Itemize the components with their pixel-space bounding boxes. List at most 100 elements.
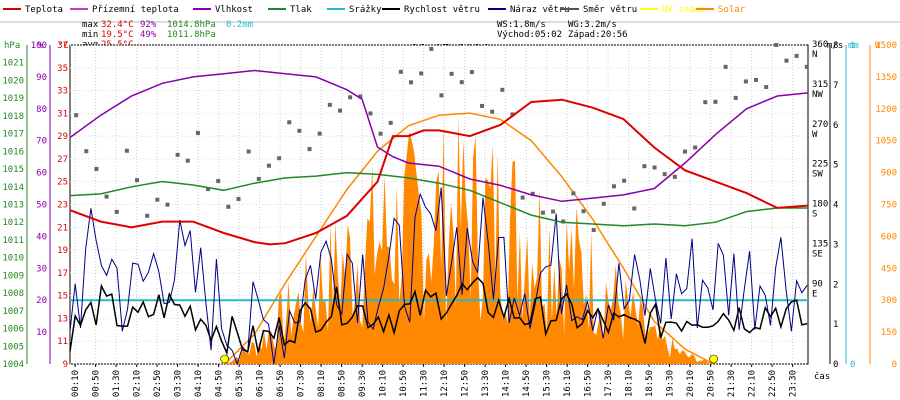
x-tick-label-6: 04:10 bbox=[194, 370, 204, 397]
wind-dir-deg-5: 315 bbox=[812, 80, 828, 90]
wind-dir-dot-72 bbox=[804, 64, 809, 69]
wind-dir-dot-36 bbox=[439, 93, 444, 98]
x-tick-label-27: 18:10 bbox=[625, 370, 635, 397]
wind-dir-dot-65 bbox=[733, 95, 738, 100]
pressure-tick-0: 1004 bbox=[2, 360, 24, 370]
wind-dir-dot-40 bbox=[480, 103, 485, 108]
wind-dir-dot-15 bbox=[226, 204, 231, 209]
wind-tick-4: 4 bbox=[833, 201, 838, 211]
x-tick-label-14: 09:30 bbox=[358, 370, 368, 397]
wind-tick-0: 0 bbox=[833, 360, 838, 370]
legend-label-3: Tlak bbox=[290, 5, 312, 15]
wind-dir-dot-70 bbox=[784, 58, 789, 63]
pressure-tick-5: 1009 bbox=[2, 271, 24, 281]
pressure-tick-13: 1017 bbox=[2, 130, 24, 140]
wind-dir-dot-52 bbox=[601, 201, 606, 206]
solar-tick-3: 450 bbox=[881, 264, 897, 274]
legend-label-2: Vlhkost bbox=[215, 5, 253, 15]
pressure-tick-4: 1008 bbox=[2, 289, 24, 299]
x-axis-label: čas bbox=[814, 371, 830, 382]
x-tick-label-8: 05:30 bbox=[235, 370, 245, 397]
axis-title-temperature: °C bbox=[58, 41, 69, 51]
x-tick-label-20: 13:30 bbox=[481, 370, 491, 397]
stat-min-press: 1011.8hPa bbox=[167, 30, 216, 40]
legend-label-7: Směr větru bbox=[583, 5, 637, 15]
wind-dir-dot-11 bbox=[185, 158, 190, 163]
x-tick-label-9: 06:10 bbox=[256, 370, 266, 397]
temperature-tick-11: 31 bbox=[57, 109, 68, 119]
wind-tick-1: 1 bbox=[833, 320, 838, 330]
x-tick-label-32: 21:30 bbox=[727, 370, 737, 397]
wind-dir-tick-1: SE bbox=[812, 249, 823, 259]
wind-dir-dot-64 bbox=[723, 64, 728, 69]
x-tick-label-17: 11:30 bbox=[420, 370, 430, 397]
wind-dir-dot-50 bbox=[581, 209, 586, 214]
stat-sunset: Západ:20:56 bbox=[568, 30, 628, 40]
temperature-tick-13: 35 bbox=[57, 64, 68, 74]
x-tick-label-3: 02:10 bbox=[133, 370, 143, 397]
wind-dir-dot-2 bbox=[94, 166, 99, 171]
x-tick-label-35: 23:30 bbox=[789, 370, 799, 397]
wind-dir-dot-61 bbox=[693, 145, 698, 150]
x-tick-label-23: 15:30 bbox=[543, 370, 553, 397]
legend-label-9: Solar bbox=[718, 5, 746, 15]
solar-tick-6: 900 bbox=[881, 169, 897, 179]
wind-dir-deg-0: 90 bbox=[812, 279, 823, 289]
x-tick-label-33: 22:10 bbox=[748, 370, 758, 397]
temperature-tick-7: 23 bbox=[57, 201, 68, 211]
pressure-line bbox=[69, 171, 808, 227]
wind-dir-dot-34 bbox=[419, 71, 424, 76]
wind-dir-dot-62 bbox=[703, 100, 708, 105]
wind-dir-dot-55 bbox=[632, 206, 637, 211]
wind-dir-dot-30 bbox=[378, 131, 383, 136]
legend-label-5: Rychlost větru bbox=[404, 5, 480, 15]
wind-tick-7: 7 bbox=[833, 81, 838, 91]
wind-dir-dot-28 bbox=[358, 94, 363, 99]
solar-tick-7: 1050 bbox=[875, 137, 897, 147]
solar-tick-9: 1350 bbox=[875, 73, 897, 83]
x-tick-label-26: 17:30 bbox=[604, 370, 614, 397]
wind-dir-dot-10 bbox=[175, 152, 180, 157]
x-tick-label-18: 12:10 bbox=[440, 370, 450, 397]
solar-tick-8: 1200 bbox=[875, 105, 897, 115]
humidity-tick-3: 40 bbox=[36, 232, 47, 242]
stat-max-label: max bbox=[82, 20, 99, 30]
wind-dir-deg-3: 225 bbox=[812, 160, 828, 170]
pressure-tick-12: 1016 bbox=[2, 147, 24, 157]
wind-dir-dot-68 bbox=[764, 85, 769, 90]
wind-dir-tick-3: SW bbox=[812, 170, 823, 180]
wind-dir-tick-2: S bbox=[812, 210, 817, 220]
wind-dir-dot-38 bbox=[459, 80, 464, 85]
wind-dir-tick-5: NW bbox=[812, 90, 823, 100]
stat-min-label: min bbox=[82, 30, 98, 40]
temperature-tick-8: 25 bbox=[57, 178, 68, 188]
wind-dir-dot-54 bbox=[622, 178, 627, 183]
humidity-tick-5: 60 bbox=[36, 169, 47, 179]
pressure-tick-16: 1020 bbox=[2, 76, 24, 86]
x-tick-label-13: 08:50 bbox=[338, 370, 348, 397]
humidity-tick-9: 100 bbox=[31, 41, 47, 51]
humidity-tick-6: 70 bbox=[36, 137, 47, 147]
x-tick-label-31: 20:50 bbox=[707, 370, 717, 397]
wind-dir-dot-39 bbox=[469, 70, 474, 75]
humidity-tick-2: 30 bbox=[36, 264, 47, 274]
x-tick-label-15: 10:10 bbox=[379, 370, 389, 397]
wind-dir-dot-16 bbox=[236, 196, 241, 201]
wind-dir-dot-1 bbox=[84, 149, 89, 154]
stat-max-press: 1014.8hPa bbox=[167, 20, 216, 30]
wind-dir-tick-4: W bbox=[812, 130, 818, 140]
x-tick-label-10: 06:50 bbox=[276, 370, 286, 397]
humidity-line bbox=[69, 69, 809, 203]
temperature-tick-12: 33 bbox=[57, 87, 68, 97]
wind-dir-dot-25 bbox=[327, 102, 332, 107]
wind-dir-dot-29 bbox=[368, 111, 373, 116]
wind-dir-dot-71 bbox=[794, 53, 799, 58]
x-tick-label-16: 10:50 bbox=[399, 370, 409, 397]
uv-marker-1 bbox=[709, 354, 718, 364]
temperature-tick-1: 11 bbox=[57, 337, 68, 347]
wind-dir-dot-22 bbox=[297, 128, 302, 133]
pressure-tick-6: 1010 bbox=[2, 254, 24, 264]
axis-title-solar: W bbox=[875, 41, 881, 51]
stat-ws: WS:1.8m/s bbox=[497, 20, 546, 30]
wind-dir-dot-49 bbox=[571, 191, 576, 196]
